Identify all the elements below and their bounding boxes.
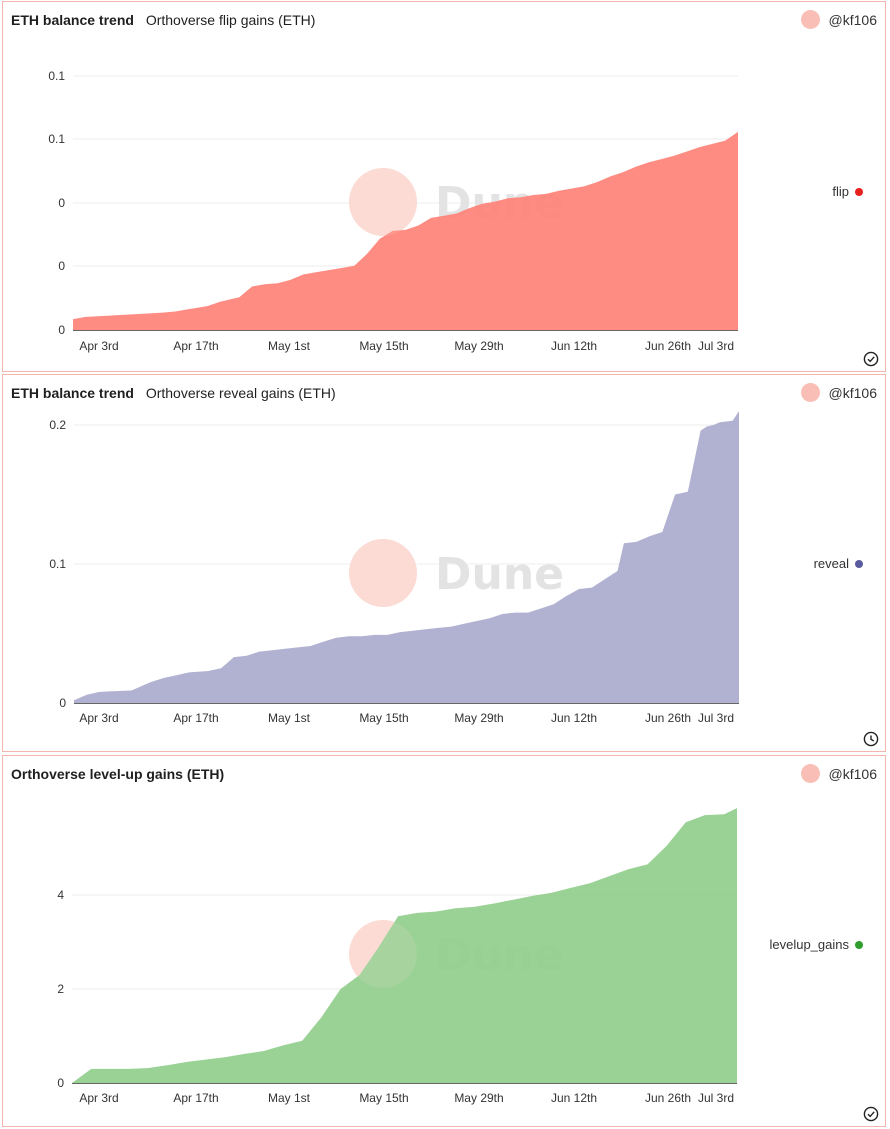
- reveal-gains-chart: 0 0.1 0.2 Dune Apr 3rd Apr 17th May 1st May 15t…: [49, 411, 739, 725]
- y-tick-label: 0: [58, 196, 65, 210]
- watermark-overlay: [349, 168, 417, 236]
- x-tick-label: Jul 3rd: [698, 711, 734, 725]
- legend-dot: [855, 559, 863, 568]
- y-tick-label: 0: [59, 696, 66, 710]
- x-tick-label: Jul 3rd: [698, 339, 734, 353]
- x-tick-label: Jun 26th: [645, 1091, 691, 1105]
- clock-icon: [863, 731, 879, 747]
- legend-dot: [855, 940, 863, 949]
- legend-label: levelup_gains: [769, 937, 849, 952]
- y-tick-label: 0: [58, 323, 65, 337]
- avatar: [800, 10, 820, 29]
- x-tick-label: Apr 3rd: [79, 711, 118, 725]
- legend-dot: [855, 187, 863, 196]
- watermark-overlay: [349, 539, 417, 607]
- y-tick-label: 0.1: [48, 69, 65, 83]
- x-tick-label: Jul 3rd: [698, 1091, 734, 1105]
- avatar: [800, 383, 820, 402]
- legend-item-levelup-gains[interactable]: levelup_gains: [769, 937, 863, 952]
- legend-item-reveal[interactable]: reveal: [814, 556, 863, 571]
- legend-label: reveal: [813, 556, 849, 571]
- x-tick-label: Jun 26th: [645, 711, 691, 725]
- username: @kf106: [828, 11, 877, 28]
- x-tick-label: May 15th: [359, 711, 408, 725]
- chart-title: ETH balance trend: [11, 385, 134, 401]
- username: @kf106: [828, 765, 877, 782]
- x-tick-label: May 1st: [268, 339, 311, 353]
- legend-item-flip[interactable]: flip: [832, 184, 863, 199]
- x-tick-label: Apr 3rd: [79, 1091, 118, 1105]
- y-tick-label: 0: [57, 1076, 64, 1090]
- area-series-reveal[interactable]: [74, 411, 739, 703]
- avatar: [800, 764, 820, 783]
- legend-label: flip: [832, 184, 849, 199]
- y-tick-label: 0: [58, 259, 65, 273]
- y-tick-label: 2: [57, 982, 64, 996]
- user-badge[interactable]: @kf106: [800, 10, 877, 29]
- check-circle-icon: [863, 1106, 879, 1122]
- x-tick-label: Jun 12th: [551, 339, 597, 353]
- x-tick-label: Apr 17th: [173, 711, 218, 725]
- watermark-overlay: [349, 920, 417, 988]
- x-tick-label: May 1st: [268, 1091, 311, 1105]
- x-tick-label: Jun 26th: [645, 339, 691, 353]
- reveal-gains-panel: 0 0.1 0.2 Dune Apr 3rd Apr 17th May 1st May 15t…: [2, 374, 886, 752]
- y-tick-label: 0.1: [48, 132, 65, 146]
- x-tick-label: Apr 17th: [173, 339, 218, 353]
- y-tick-label: 0.1: [49, 557, 66, 571]
- user-badge[interactable]: @kf106: [800, 383, 877, 402]
- x-tick-label: May 29th: [454, 339, 503, 353]
- x-tick-label: Apr 17th: [173, 1091, 218, 1105]
- x-tick-label: May 1st: [268, 711, 311, 725]
- panel-header: ETH balance trend Orthoverse reveal gain…: [11, 385, 336, 401]
- x-tick-label: May 15th: [359, 1091, 408, 1105]
- panel-header: ETH balance trend Orthoverse flip gains …: [11, 12, 315, 28]
- chart-subtitle: Orthoverse reveal gains (ETH): [145, 385, 336, 401]
- panel-header: Orthoverse level-up gains (ETH): [11, 766, 232, 782]
- x-tick-label: May 29th: [454, 711, 503, 725]
- x-tick-label: May 15th: [359, 339, 408, 353]
- watermark-text: Dune: [435, 549, 564, 600]
- y-tick-label: 0.2: [49, 418, 66, 432]
- username: @kf106: [828, 384, 877, 401]
- x-tick-label: Apr 3rd: [79, 339, 118, 353]
- chart-subtitle: Orthoverse flip gains (ETH): [145, 12, 316, 28]
- user-badge[interactable]: @kf106: [800, 764, 877, 783]
- check-circle-icon: [863, 351, 879, 367]
- chart-title: Orthoverse level-up gains (ETH): [11, 766, 225, 782]
- x-tick-label: Jun 12th: [551, 1091, 597, 1105]
- area-series-levelup_gains[interactable]: [72, 808, 737, 1083]
- chart-title: ETH balance trend: [11, 12, 134, 28]
- x-tick-label: May 29th: [454, 1091, 503, 1105]
- y-tick-label: 4: [57, 888, 64, 902]
- dune-watermark: Dune: [349, 539, 564, 607]
- area-series-flip[interactable]: [73, 131, 738, 330]
- x-tick-label: Jun 12th: [551, 711, 597, 725]
